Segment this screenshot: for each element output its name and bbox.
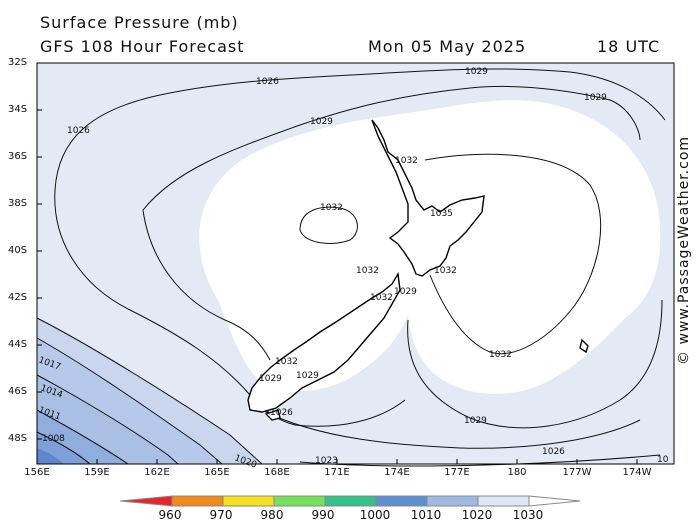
isobar-1026-south (261, 409, 641, 449)
colorbar (119, 495, 581, 507)
copyright-text: © www.PassageWeather.com (676, 135, 692, 365)
lon-tick-label: 162E (144, 467, 170, 478)
lon-tick-label: 171E (324, 467, 350, 478)
colorbar-arrow-high (528, 495, 581, 507)
isobar-1020 (36, 317, 263, 465)
chatham-islands (579, 338, 589, 354)
isobar-label: 1023 (315, 456, 338, 466)
isobar-1026-north (54, 68, 666, 191)
lon-tick-label: 168E (264, 467, 290, 478)
lat-tick-label: 38S (8, 198, 28, 209)
lat-tick-label: 48S (8, 433, 28, 444)
isobar-label: 10 (657, 455, 669, 465)
colorbar-label: 1000 (359, 508, 391, 522)
stewart-island (264, 409, 281, 421)
forecast-date: Mon 05 May 2025 (368, 37, 527, 56)
colorbar-label: 1010 (410, 508, 442, 522)
colorbar-label: 970 (209, 508, 233, 522)
isobar-label: 1032 (395, 156, 418, 166)
colorbar-segment (324, 495, 377, 507)
isobar-label: 1029 (259, 374, 282, 384)
isobar-1029-east (407, 299, 663, 429)
lat-tick-label: 42S (8, 292, 28, 303)
lon-tick-label: 156E (24, 467, 50, 478)
lon-tick-label: 177E (444, 467, 470, 478)
chart-title: Surface Pressure (mb) (40, 13, 239, 32)
colorbar-segment (426, 495, 479, 507)
isobar-lines (36, 68, 666, 467)
colorbar-label: 960 (158, 508, 182, 522)
lon-tick-label: 177W (562, 467, 592, 478)
isobar-label: 1008 (42, 434, 65, 444)
lon-tick-label: 174E (384, 467, 410, 478)
isobar-label: 1029 (310, 117, 333, 127)
isobar-1032-east (424, 153, 602, 355)
isobar-label: 1032 (356, 266, 379, 276)
isobar-label: 1029 (584, 93, 607, 103)
south-island (247, 271, 401, 413)
isobar-label: 1029 (465, 67, 488, 77)
colorbar-label: 980 (260, 508, 284, 522)
pressure-band-1005 (37, 448, 64, 464)
map-frame (36, 62, 675, 465)
new-zealand-coastline (247, 119, 589, 421)
lat-tick-label: 44S (8, 339, 28, 350)
colorbar-label: 990 (311, 508, 335, 522)
isobar-label: 1032 (320, 203, 343, 213)
lon-tick-label: 180 (507, 467, 527, 478)
isobar-label: 1035 (430, 209, 453, 219)
colorbar-segment (171, 495, 224, 507)
isobar-label: 1026 (256, 77, 279, 87)
colorbar-segment (375, 495, 428, 507)
isobar-label: 1032 (489, 350, 512, 360)
isobar-label: 1026 (67, 126, 90, 136)
isobar-label: 1029 (394, 287, 417, 297)
colorbar-arrow-low (119, 495, 173, 507)
lat-tick-label: 36S (8, 151, 28, 162)
isobar-1017 (36, 337, 223, 465)
isobar-1008 (36, 431, 91, 465)
lat-tick-label: 32S (8, 57, 28, 68)
lat-tick-label: 40S (8, 245, 28, 256)
colorbar-label: 1020 (461, 508, 493, 522)
isobar-1014 (36, 374, 179, 465)
isobar-1029-north (142, 85, 641, 211)
isobar-1029-west (142, 209, 271, 361)
isobar-1026-west (54, 189, 406, 427)
isobar-label: 1026 (542, 447, 565, 457)
isobar-1011 (36, 409, 129, 465)
colorbar-label: 1030 (512, 508, 544, 522)
isobar-label: 1026 (270, 408, 293, 418)
axis-ticks (36, 62, 638, 464)
lon-tick-label: 174W (622, 467, 652, 478)
isobar-label: 1032 (275, 357, 298, 367)
colorbar-segment (477, 495, 530, 507)
isobar-1032-west-closed (299, 206, 358, 244)
colorbar-segment (273, 495, 326, 507)
isobar-label: 1029 (464, 416, 487, 426)
isobar-label: 1032 (370, 293, 393, 303)
forecast-time: 18 UTC (597, 37, 661, 56)
lon-tick-label: 165E (204, 467, 230, 478)
north-island (371, 119, 485, 277)
isobar-label: 1029 (296, 371, 319, 381)
colorbar-segment (222, 495, 275, 507)
lat-tick-label: 34S (8, 104, 28, 115)
lat-tick-label: 46S (8, 386, 28, 397)
lon-tick-label: 159E (84, 467, 110, 478)
chart-subtitle: GFS 108 Hour Forecast (40, 37, 245, 56)
isobar-label: 1032 (434, 266, 457, 276)
